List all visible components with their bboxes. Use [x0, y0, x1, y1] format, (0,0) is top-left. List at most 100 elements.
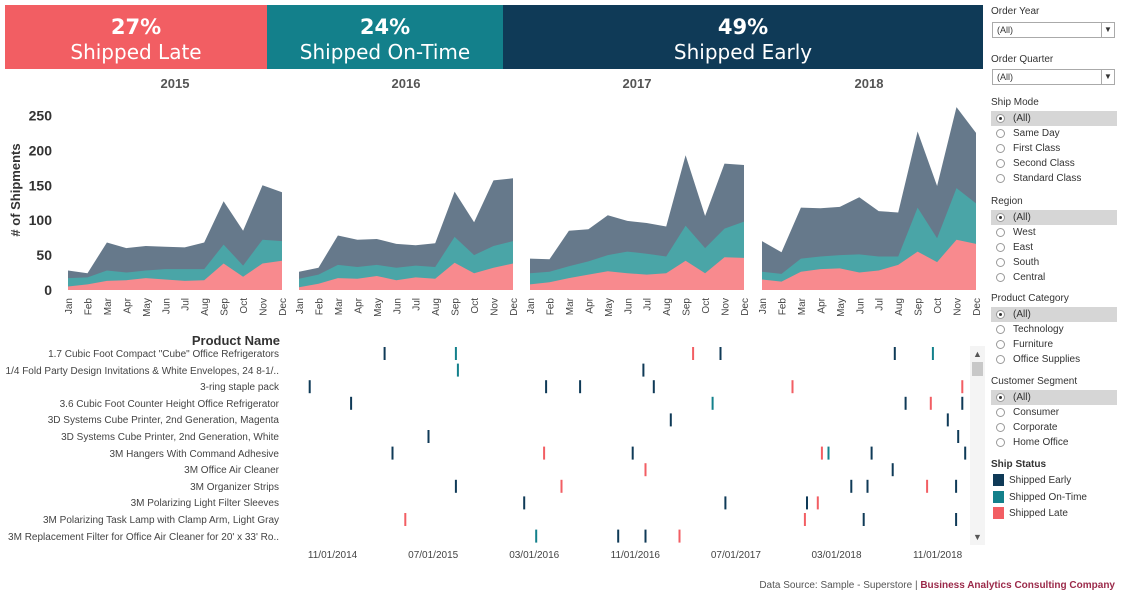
region-option[interactable]: South	[991, 255, 1117, 270]
area-shipped-late-2016[interactable]	[299, 262, 513, 290]
radio-button-icon[interactable]	[996, 258, 1005, 267]
gantt-mark-late[interactable]	[961, 380, 964, 394]
product-name-row[interactable]: 3M Polarizing Light Filter Sleeves	[130, 498, 279, 510]
gantt-mark-late[interactable]	[543, 446, 546, 460]
product-name-row[interactable]: 3M Organizer Strips	[190, 481, 279, 493]
scroll-thumb[interactable]	[972, 362, 983, 376]
product-list-scrollbar[interactable]: ▲ ▼	[970, 346, 985, 545]
gantt-mark-early[interactable]	[308, 380, 311, 394]
product-name-row[interactable]: 3.6 Cubic Foot Counter Height Office Ref…	[59, 398, 279, 410]
radio-button-icon[interactable]	[996, 174, 1005, 183]
product-name-row[interactable]: 3-ring staple pack	[200, 382, 279, 394]
area-shipped-late-2018[interactable]	[762, 239, 976, 290]
order-year-dropdown[interactable]: (All) ▼	[992, 22, 1115, 38]
gantt-mark-early[interactable]	[961, 396, 964, 410]
scroll-down-icon[interactable]: ▼	[973, 532, 982, 542]
radio-button-icon[interactable]	[996, 355, 1005, 364]
radio-button-icon[interactable]	[996, 243, 1005, 252]
radio-button-icon[interactable]	[996, 438, 1005, 447]
gantt-mark-ontime[interactable]	[456, 363, 459, 377]
gantt-mark-late[interactable]	[929, 396, 932, 410]
gantt-mark-late[interactable]	[820, 446, 823, 460]
gantt-mark-ontime[interactable]	[711, 396, 714, 410]
gantt-mark-early[interactable]	[955, 479, 958, 493]
customer-segment-option[interactable]: Corporate	[991, 420, 1117, 435]
gantt-mark-early[interactable]	[644, 529, 647, 543]
area-shipped-late-2015[interactable]	[68, 260, 282, 290]
radio-button-icon[interactable]	[996, 423, 1005, 432]
product-category-option[interactable]: (All)	[991, 307, 1117, 322]
gantt-mark-early[interactable]	[904, 396, 907, 410]
customer-segment-option[interactable]: Home Office	[991, 435, 1117, 450]
gantt-mark-early[interactable]	[617, 529, 620, 543]
product-category-option[interactable]: Technology	[991, 322, 1117, 337]
ship-mode-option[interactable]: Second Class	[991, 156, 1117, 171]
kpi-shipped-early[interactable]: 49% Shipped Early	[503, 5, 983, 69]
kpi-shipped-late[interactable]: 27% Shipped Late	[5, 5, 267, 69]
radio-button-icon[interactable]	[996, 408, 1005, 417]
gantt-mark-ontime[interactable]	[535, 529, 538, 543]
product-name-row[interactable]: 3D Systems Cube Printer, 2nd Generation,…	[61, 431, 279, 443]
gantt-mark-late[interactable]	[560, 479, 563, 493]
gantt-mark-early[interactable]	[866, 479, 869, 493]
gantt-mark-late[interactable]	[816, 496, 819, 510]
ship-mode-option[interactable]: Standard Class	[991, 171, 1117, 186]
gantt-mark-early[interactable]	[957, 430, 960, 443]
customer-segment-option[interactable]: Consumer	[991, 405, 1117, 420]
product-name-row[interactable]: 3M Hangers With Command Adhesive	[109, 448, 279, 460]
gantt-mark-early[interactable]	[652, 380, 655, 394]
radio-button-icon[interactable]	[996, 213, 1005, 222]
ship-mode-option[interactable]: (All)	[991, 111, 1117, 126]
gantt-mark-late[interactable]	[644, 463, 647, 477]
gantt-mark-early[interactable]	[891, 463, 894, 477]
gantt-mark-early[interactable]	[545, 380, 548, 394]
radio-button-icon[interactable]	[996, 114, 1005, 123]
legend-item[interactable]: Shipped Early	[993, 474, 1117, 488]
gantt-mark-late[interactable]	[692, 347, 695, 360]
ship-mode-option[interactable]: Same Day	[991, 126, 1117, 141]
region-option[interactable]: East	[991, 240, 1117, 255]
gantt-mark-early[interactable]	[964, 446, 967, 460]
gantt-mark-early[interactable]	[724, 496, 727, 510]
kpi-shipped-ontime[interactable]: 24% Shipped On-Time	[267, 5, 503, 69]
brand-link[interactable]: Business Analytics Consulting Company	[920, 580, 1115, 591]
product-name-row[interactable]: 1/4 Fold Party Design Invitations & Whit…	[5, 365, 279, 377]
product-category-option[interactable]: Furniture	[991, 337, 1117, 352]
region-option[interactable]: (All)	[991, 210, 1117, 225]
product-category-option[interactable]: Office Supplies	[991, 352, 1117, 367]
gantt-mark-ontime[interactable]	[931, 347, 934, 360]
gantt-mark-early[interactable]	[523, 496, 526, 510]
scroll-up-icon[interactable]: ▲	[973, 349, 982, 359]
gantt-mark-late[interactable]	[803, 513, 806, 526]
gantt-mark-early[interactable]	[719, 347, 722, 360]
gantt-mark-early[interactable]	[642, 363, 645, 377]
radio-button-icon[interactable]	[996, 228, 1005, 237]
region-option[interactable]: West	[991, 225, 1117, 240]
product-name-row[interactable]: 3M Replacement Filter for Office Air Cle…	[8, 531, 279, 543]
gantt-mark-late[interactable]	[404, 513, 407, 526]
gantt-mark-early[interactable]	[579, 380, 582, 394]
gantt-mark-early[interactable]	[350, 396, 353, 410]
gantt-mark-early[interactable]	[893, 347, 896, 360]
gantt-mark-early[interactable]	[862, 513, 865, 526]
gantt-mark-ontime[interactable]	[454, 347, 457, 360]
gantt-mark-ontime[interactable]	[827, 446, 830, 460]
region-option[interactable]: Central	[991, 270, 1117, 285]
gantt-mark-early[interactable]	[806, 496, 808, 510]
ship-mode-option[interactable]: First Class	[991, 141, 1117, 156]
ship-date-gantt-chart[interactable]	[283, 345, 970, 545]
order-quarter-dropdown[interactable]: (All) ▼	[992, 69, 1115, 85]
radio-button-icon[interactable]	[996, 144, 1005, 153]
gantt-mark-late[interactable]	[678, 529, 681, 543]
gantt-mark-early[interactable]	[955, 513, 958, 526]
product-name-row[interactable]: 1.7 Cubic Foot Compact "Cube" Office Ref…	[48, 349, 279, 360]
legend-item[interactable]: Shipped On-Time	[993, 490, 1117, 505]
gantt-mark-early[interactable]	[391, 446, 394, 460]
radio-button-icon[interactable]	[996, 159, 1005, 168]
product-name-row[interactable]: 3D Systems Cube Printer, 2nd Generation,…	[47, 415, 279, 427]
radio-button-icon[interactable]	[996, 325, 1005, 334]
shipments-area-chart[interactable]: 0 50 100 150 200 250 Jan Feb Mar Apr May Jun Jul Aug S…	[0, 95, 985, 320]
radio-button-icon[interactable]	[996, 340, 1005, 349]
gantt-mark-late[interactable]	[926, 479, 929, 493]
gantt-mark-early[interactable]	[870, 446, 873, 460]
